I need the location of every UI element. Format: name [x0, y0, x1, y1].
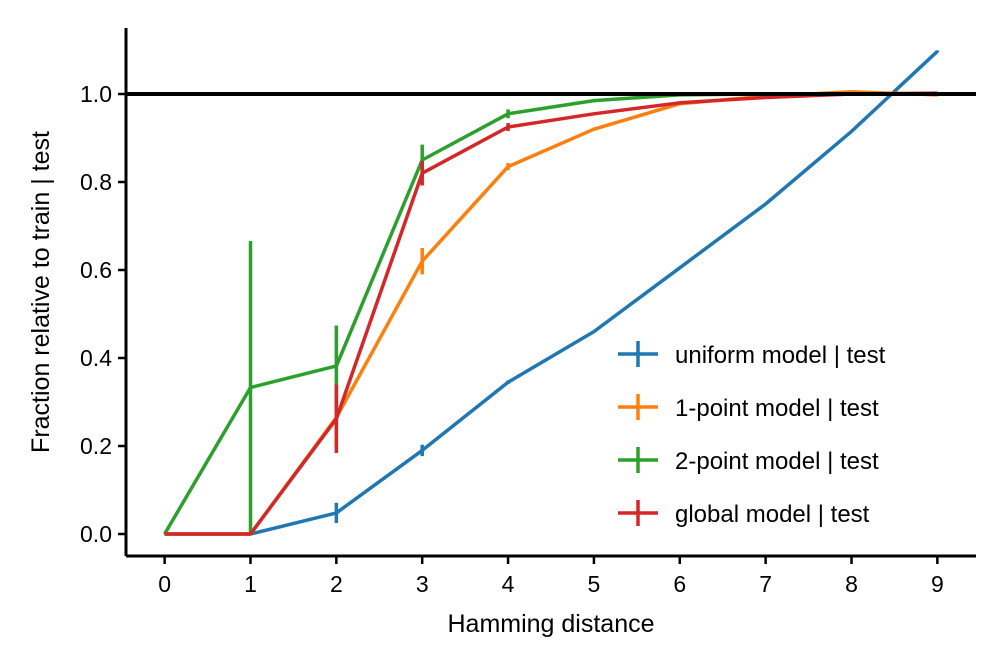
- x-tick-label: 4: [502, 571, 515, 597]
- data-point: [679, 102, 681, 104]
- legend-label: 2-point model | test: [675, 448, 879, 475]
- data-point: [936, 50, 938, 52]
- data-point: [421, 172, 423, 174]
- legend: uniform model | test 1-point model | test…: [618, 341, 886, 528]
- data-point: [507, 381, 509, 383]
- x-tick-label: 2: [330, 571, 343, 597]
- y-axis-label: Fraction relative to train | test: [27, 131, 55, 453]
- y-tick-label: 1.0: [80, 81, 112, 107]
- data-point: [507, 166, 509, 168]
- y-tick-label: 0.8: [80, 169, 112, 195]
- x-tick-label: 8: [845, 571, 858, 597]
- data-point: [593, 128, 595, 130]
- data-point: [249, 386, 251, 388]
- legend-label: global model | test: [675, 501, 870, 528]
- data-point: [507, 126, 509, 128]
- x-tick-label: 9: [931, 571, 944, 597]
- x-tick-label: 3: [416, 571, 429, 597]
- x-tick-label: 6: [673, 571, 686, 597]
- legend-item: global model | test: [618, 500, 870, 528]
- data-point: [421, 260, 423, 262]
- data-point: [593, 113, 595, 115]
- y-tick-label: 0.4: [80, 345, 112, 371]
- legend-item: 2-point model | test: [618, 447, 879, 475]
- data-point: [164, 533, 166, 535]
- data-point: [421, 159, 423, 161]
- legend-item: uniform model | test: [618, 341, 886, 369]
- series-0: [164, 50, 940, 536]
- data-point: [593, 331, 595, 333]
- x-tick-label: 7: [759, 571, 772, 597]
- x-tick-label: 0: [158, 571, 171, 597]
- legend-item: 1-point model | test: [618, 394, 879, 422]
- data-point: [335, 418, 337, 420]
- data-point: [679, 267, 681, 269]
- y-tick-label: 0.6: [80, 257, 112, 283]
- series-line: [164, 50, 939, 536]
- x-axis-label: Hamming distance: [447, 610, 654, 638]
- data-point: [507, 113, 509, 115]
- legend-label: uniform model | test: [675, 342, 886, 369]
- legend-label: 1-point model | test: [675, 395, 879, 422]
- data-point: [335, 512, 337, 514]
- data-point: [335, 365, 337, 367]
- data-point: [593, 100, 595, 102]
- data-point: [249, 533, 251, 535]
- y-tick-label: 0.0: [80, 521, 112, 547]
- axes: [124, 28, 976, 558]
- data-point: [421, 449, 423, 451]
- data-point: [765, 203, 767, 205]
- x-tick-label: 1: [244, 571, 257, 597]
- x-tick-label: 5: [588, 571, 601, 597]
- ticks: 0 1 2 3 4 5 6 7 8 9 0.0 0.2 0.4 0.6 0.8 1.0: [80, 81, 944, 597]
- data-point: [851, 130, 853, 132]
- data-point: [765, 97, 767, 99]
- y-tick-label: 0.2: [80, 433, 112, 459]
